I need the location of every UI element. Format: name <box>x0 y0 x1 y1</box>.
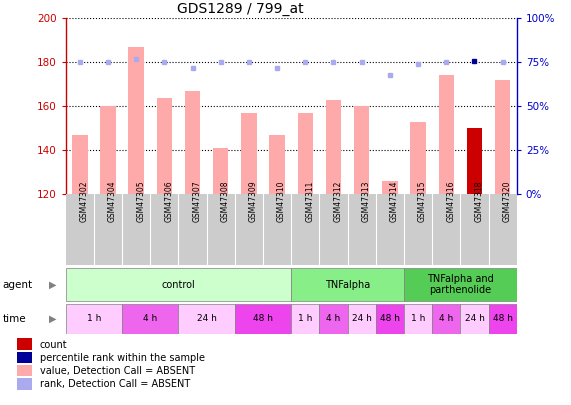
Bar <box>291 268 404 301</box>
Text: 1 h: 1 h <box>87 314 101 324</box>
Bar <box>489 305 517 334</box>
Text: GSM47310: GSM47310 <box>277 181 286 222</box>
Text: ▶: ▶ <box>49 314 56 324</box>
Text: GSM47302: GSM47302 <box>80 181 89 222</box>
Text: GDS1289 / 799_at: GDS1289 / 799_at <box>176 2 303 16</box>
Text: rank, Detection Call = ABSENT: rank, Detection Call = ABSENT <box>40 379 190 389</box>
Text: GSM47314: GSM47314 <box>390 181 399 222</box>
Bar <box>376 305 404 334</box>
Bar <box>382 181 397 194</box>
Text: 4 h: 4 h <box>439 314 453 324</box>
Bar <box>156 98 172 194</box>
Bar <box>100 107 116 194</box>
Bar <box>178 305 235 334</box>
Bar <box>291 305 319 334</box>
Text: 48 h: 48 h <box>493 314 513 324</box>
Bar <box>348 305 376 334</box>
Text: 24 h: 24 h <box>352 314 372 324</box>
Text: GSM47308: GSM47308 <box>221 181 230 222</box>
Bar <box>66 305 122 334</box>
Bar <box>213 148 228 194</box>
Bar <box>128 47 144 194</box>
Text: 4 h: 4 h <box>143 314 158 324</box>
Bar <box>354 107 369 194</box>
Text: percentile rank within the sample: percentile rank within the sample <box>40 353 205 363</box>
Text: 4 h: 4 h <box>327 314 341 324</box>
Bar <box>411 122 426 194</box>
Text: GSM47318: GSM47318 <box>475 181 484 222</box>
Text: GSM47304: GSM47304 <box>108 181 117 222</box>
Bar <box>270 135 285 194</box>
Text: 48 h: 48 h <box>253 314 273 324</box>
Text: control: control <box>162 279 195 290</box>
Text: 48 h: 48 h <box>380 314 400 324</box>
Bar <box>460 305 489 334</box>
Bar <box>439 75 454 194</box>
Text: GSM47320: GSM47320 <box>502 181 512 222</box>
Text: ▶: ▶ <box>49 279 56 290</box>
Bar <box>404 268 517 301</box>
Bar <box>495 80 510 194</box>
Bar <box>467 128 482 194</box>
Text: GSM47306: GSM47306 <box>164 181 174 222</box>
Text: GSM47312: GSM47312 <box>333 181 343 222</box>
Bar <box>17 378 32 390</box>
Bar <box>17 365 32 376</box>
Bar <box>185 91 200 194</box>
Text: value, Detection Call = ABSENT: value, Detection Call = ABSENT <box>40 366 195 376</box>
Text: 24 h: 24 h <box>465 314 484 324</box>
Text: GSM47315: GSM47315 <box>418 181 427 222</box>
Text: count: count <box>40 340 67 350</box>
Bar <box>235 305 291 334</box>
Text: GSM47309: GSM47309 <box>249 181 258 222</box>
Bar <box>325 100 341 194</box>
Bar <box>72 135 87 194</box>
Text: TNFalpha and
parthenolide: TNFalpha and parthenolide <box>427 274 494 295</box>
Text: 24 h: 24 h <box>196 314 216 324</box>
Text: GSM47313: GSM47313 <box>361 181 371 222</box>
Text: GSM47311: GSM47311 <box>305 181 314 222</box>
Bar <box>66 268 291 301</box>
Text: 1 h: 1 h <box>298 314 312 324</box>
Bar <box>319 305 348 334</box>
Bar <box>432 305 460 334</box>
Text: time: time <box>3 314 26 324</box>
Text: GSM47307: GSM47307 <box>192 181 202 222</box>
Bar <box>17 352 32 363</box>
Text: TNFalpha: TNFalpha <box>325 279 370 290</box>
Text: GSM47305: GSM47305 <box>136 181 145 222</box>
Bar <box>122 305 178 334</box>
Text: agent: agent <box>3 279 33 290</box>
Text: 1 h: 1 h <box>411 314 425 324</box>
Bar <box>241 113 257 194</box>
Bar <box>17 339 32 350</box>
Bar <box>404 305 432 334</box>
Bar <box>297 113 313 194</box>
Text: GSM47316: GSM47316 <box>447 181 455 222</box>
